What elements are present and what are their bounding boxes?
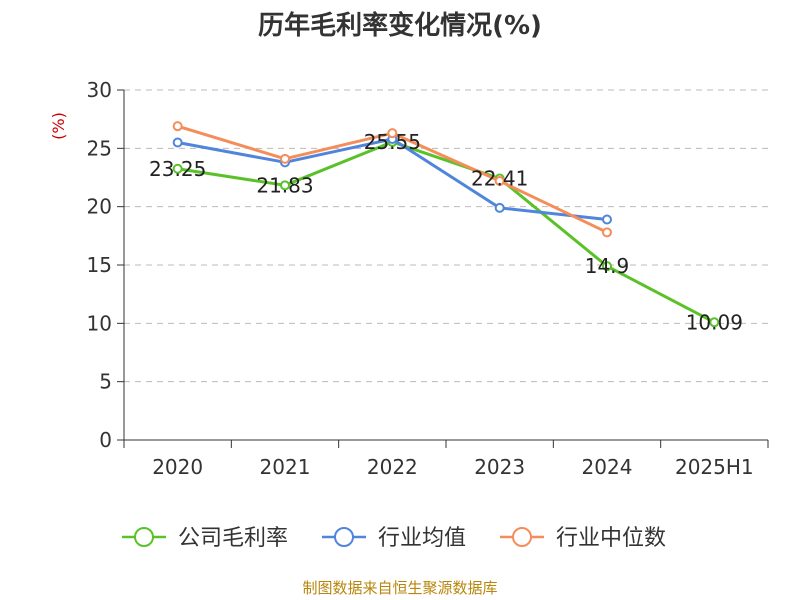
x-tick-label: 2022	[367, 455, 418, 479]
x-tick-label: 2020	[152, 455, 203, 479]
data-point	[494, 176, 505, 186]
data-label: 21.83	[256, 173, 313, 197]
series	[172, 121, 720, 328]
data-point	[172, 137, 183, 148]
data-point	[602, 227, 612, 238]
data-point	[387, 128, 398, 139]
data-label: 23.25	[149, 157, 206, 181]
legend-label: 公司毛利率	[178, 526, 288, 551]
data-point	[172, 163, 183, 174]
data-point	[172, 121, 183, 132]
legend[interactable]: 公司毛利率 行业均值 行业中位数	[122, 526, 666, 551]
grid	[124, 89, 768, 383]
data-label: 22.41	[471, 167, 528, 191]
series-line-0	[177, 140, 716, 324]
y-tick-label: 30	[87, 78, 112, 102]
x-tick-label: 2023	[474, 455, 525, 479]
data-label: 14.9	[585, 254, 630, 278]
y-tick-label: 0	[99, 428, 112, 452]
data-point	[602, 261, 612, 272]
source-note: 制图数据来自恒生聚源数据库	[302, 579, 497, 597]
data-point	[494, 202, 505, 213]
legend-marker	[334, 527, 354, 547]
y-tick-label: 5	[99, 370, 112, 394]
data-point	[280, 180, 290, 191]
y-tick-label: 10	[87, 311, 112, 335]
y-tick-label: 20	[87, 195, 112, 219]
legend-marker	[512, 527, 532, 547]
legend-marker	[134, 527, 154, 547]
x-tick-label: 2024	[582, 455, 633, 479]
data-point	[602, 214, 612, 225]
data-label: 10.09	[686, 310, 743, 334]
y-tick-label: 25	[87, 136, 112, 160]
data-point	[280, 153, 290, 164]
data-labels: 23.25 21.83 25.55 22.41 14.9 10.09	[149, 130, 743, 334]
data-point	[709, 317, 720, 328]
x-tick-label: 2025H1	[675, 455, 754, 479]
data-label: 25.55	[364, 130, 421, 154]
x-tick-label: 2021	[260, 455, 311, 479]
legend-label: 行业均值	[378, 526, 466, 551]
legend-item[interactable]: 行业中位数	[500, 526, 666, 551]
axes: 0 5 10 15 20 25 30 2020 2021 2022 2023 2024 2025H1	[87, 78, 769, 479]
legend-item[interactable]: 公司毛利率	[122, 526, 288, 551]
legend-item[interactable]: 行业均值	[322, 526, 466, 551]
chart-title: 历年毛利率变化情况(%)	[258, 10, 542, 41]
y-tick-label: 15	[87, 253, 112, 277]
legend-label: 行业中位数	[556, 526, 666, 551]
y-axis-label: (%)	[49, 112, 68, 140]
